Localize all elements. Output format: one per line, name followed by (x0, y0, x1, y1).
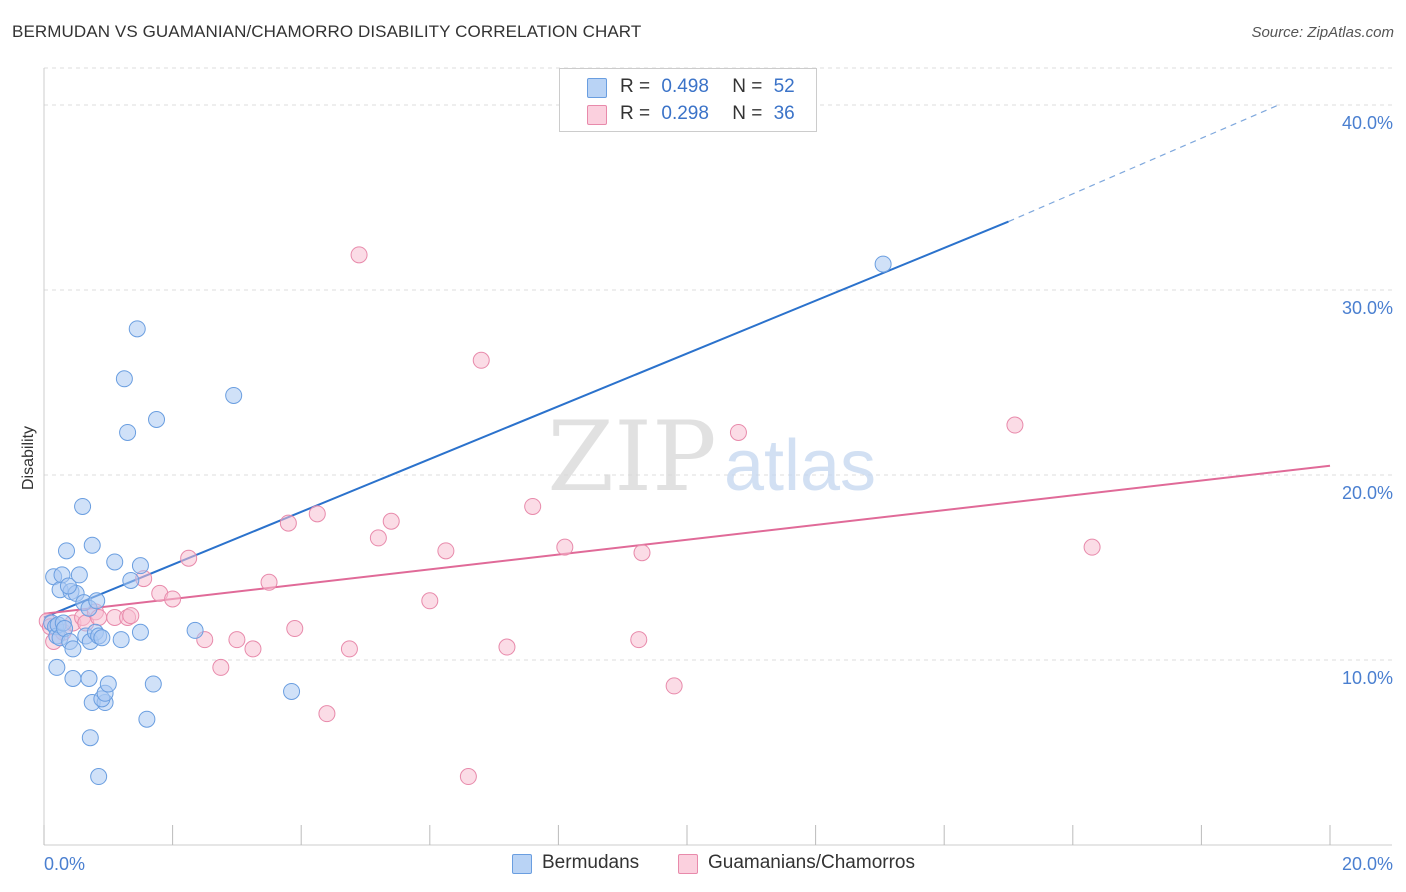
point-guamanian (340, 640, 358, 658)
chart-title: BERMUDAN VS GUAMANIAN/CHAMORRO DISABILIT… (12, 22, 642, 41)
trendline-guamanians (43, 464, 1331, 615)
point-bermudan (144, 675, 162, 693)
bottom-swatch-pink (678, 854, 698, 874)
point-bermudan (131, 623, 149, 641)
point-guamanian (633, 544, 651, 562)
trendline-bermudans (43, 104, 1279, 619)
point-guamanian (122, 607, 140, 625)
point-guamanian (244, 640, 262, 658)
point-guamanian (421, 592, 439, 610)
point-bermudan (80, 670, 98, 687)
point-bermudan (112, 631, 130, 649)
point-guamanian (459, 768, 477, 786)
point-guamanian (665, 677, 683, 695)
point-bermudan (64, 640, 82, 658)
point-guamanian (1083, 538, 1101, 556)
point-bermudan (88, 592, 106, 610)
point-guamanian (318, 705, 336, 723)
watermark-atlas: atlas (724, 426, 876, 506)
point-bermudan (48, 658, 66, 676)
x-tick-label: 0.0% (44, 854, 85, 874)
y-tick-label: 30.0% (1342, 298, 1393, 318)
bottom-legend-label-guamanians: Guamanians/Chamorros (708, 852, 915, 873)
point-bermudan (115, 370, 133, 388)
point-guamanian (1006, 416, 1024, 434)
points-bermudans (43, 255, 892, 786)
watermark-zip: ZIP (547, 401, 716, 513)
legend-stats-guamanians: R = 0.298 N = 36 (620, 103, 795, 124)
point-bermudan (64, 670, 82, 687)
point-bermudan (58, 542, 76, 560)
point-bermudan (128, 320, 146, 338)
point-bermudan (83, 536, 101, 554)
point-guamanian (437, 542, 455, 560)
point-bermudan (119, 423, 137, 441)
y-tick-labels: 10.0% 20.0% 30.0% 40.0% (1342, 113, 1393, 688)
trendline-bermudans-dashed (1008, 104, 1279, 223)
legend-swatch-pink (587, 105, 607, 125)
legend-swatch-blue (587, 78, 607, 98)
point-bermudan (106, 553, 124, 571)
gridlines (44, 67, 1392, 661)
bottom-legend-label-bermudans: Bermudans (542, 852, 640, 873)
point-bermudan (122, 571, 140, 589)
point-guamanian (279, 514, 297, 532)
points-guamanians (38, 246, 1101, 786)
bottom-swatch-blue (512, 854, 532, 874)
point-guamanian (308, 505, 326, 523)
x-tick-labels: 0.0% 20.0% (44, 854, 1393, 874)
point-guamanian (630, 631, 648, 649)
axes (43, 68, 1392, 846)
point-guamanian (164, 590, 182, 608)
point-guamanian (260, 573, 278, 591)
point-bermudan (99, 675, 117, 693)
point-bermudan (148, 411, 166, 428)
point-guamanian (382, 512, 400, 530)
point-guamanian (212, 658, 230, 676)
point-bermudan (283, 682, 301, 700)
y-tick-label: 40.0% (1342, 113, 1393, 133)
point-bermudan (225, 386, 243, 404)
point-guamanian (524, 497, 542, 515)
point-guamanian (369, 529, 387, 547)
point-guamanian (350, 246, 368, 264)
y-tick-label: 20.0% (1342, 483, 1393, 503)
point-guamanian (286, 620, 304, 638)
y-tick-label: 10.0% (1342, 668, 1393, 688)
point-guamanian (180, 549, 198, 567)
point-bermudan (90, 768, 108, 786)
source-credit: Source: ZipAtlas.com (1251, 24, 1394, 41)
point-guamanian (472, 351, 490, 369)
legend-stats-bermudans: R = 0.498 N = 52 (620, 76, 795, 97)
point-guamanian (228, 631, 246, 649)
point-bermudan (70, 566, 88, 584)
point-guamanian (556, 538, 574, 556)
trendline-guamanians-solid (43, 464, 1331, 615)
point-bermudan (81, 729, 99, 747)
point-bermudan (874, 255, 892, 273)
point-bermudan (93, 629, 111, 647)
point-guamanian (498, 638, 516, 656)
stats-legend: R = 0.498 N = 52 R = 0.298 N = 36 (559, 68, 817, 132)
point-guamanian (729, 423, 747, 441)
y-axis-label: Disability (20, 426, 37, 490)
point-bermudan (74, 497, 92, 515)
point-bermudan (186, 621, 204, 639)
trendline-bermudans-solid (43, 220, 1009, 619)
point-bermudan (138, 710, 156, 728)
point-bermudan (131, 557, 149, 575)
x-tick-label: 20.0% (1342, 854, 1393, 874)
point-bermudan (59, 577, 77, 595)
